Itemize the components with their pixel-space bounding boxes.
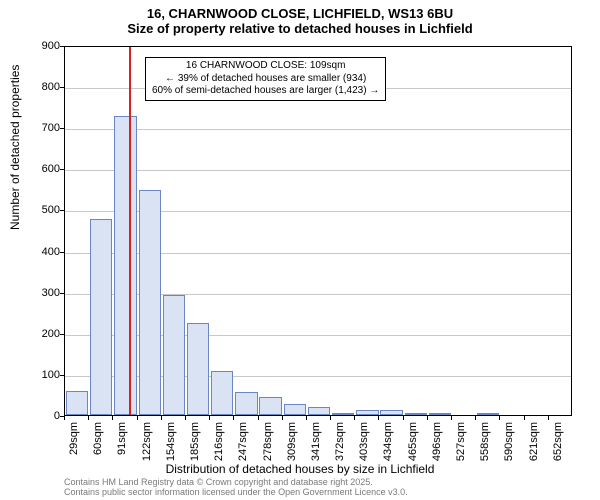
x-tick-label: 247sqm (237, 422, 249, 461)
x-axis-title: Distribution of detached houses by size … (0, 462, 600, 476)
x-tick-label: 465sqm (407, 422, 419, 461)
histogram-bar (114, 116, 136, 415)
x-tick-mark (64, 416, 65, 420)
chart-title-block: 16, CHARNWOOD CLOSE, LICHFIELD, WS13 6BU… (0, 0, 600, 36)
x-tick-mark (258, 416, 259, 420)
plot-inner: 16 CHARNWOOD CLOSE: 109sqm← 39% of detac… (65, 47, 571, 415)
y-tick-label: 600 (28, 163, 60, 175)
x-tick-label: 403sqm (358, 422, 370, 461)
gridline (65, 129, 571, 130)
title-line1: 16, CHARNWOOD CLOSE, LICHFIELD, WS13 6BU (0, 6, 600, 21)
y-tick-label: 500 (28, 204, 60, 216)
histogram-bar (380, 410, 402, 415)
x-tick-mark (475, 416, 476, 420)
x-tick-label: 496sqm (431, 422, 443, 461)
x-tick-mark (451, 416, 452, 420)
histogram-bar (139, 190, 161, 415)
histogram-bar (90, 219, 112, 416)
y-tick-label: 700 (28, 122, 60, 134)
x-tick-mark (524, 416, 525, 420)
x-tick-mark (185, 416, 186, 420)
x-tick-label: 154sqm (165, 422, 177, 461)
gridline (65, 170, 571, 171)
x-tick-mark (88, 416, 89, 420)
histogram-bar (211, 371, 233, 415)
x-tick-label: 558sqm (479, 422, 491, 461)
x-tick-mark (330, 416, 331, 420)
x-tick-label: 91sqm (116, 422, 128, 455)
x-tick-mark (161, 416, 162, 420)
x-tick-label: 590sqm (503, 422, 515, 461)
x-tick-label: 341sqm (310, 422, 322, 461)
x-tick-label: 372sqm (334, 422, 346, 461)
y-tick-label: 900 (28, 40, 60, 52)
y-tick-label: 400 (28, 246, 60, 258)
histogram-bar (259, 397, 281, 416)
histogram-bar (284, 404, 306, 415)
histogram-bar (235, 392, 257, 415)
annotation-box: 16 CHARNWOOD CLOSE: 109sqm← 39% of detac… (145, 57, 386, 101)
histogram-bar (163, 295, 185, 415)
annotation-line1: 16 CHARNWOOD CLOSE: 109sqm (152, 60, 379, 73)
histogram-bar (356, 410, 378, 415)
x-tick-mark (378, 416, 379, 420)
footer-line2: Contains public sector information licen… (64, 488, 408, 498)
x-tick-label: 60sqm (92, 422, 104, 455)
x-tick-label: 621sqm (528, 422, 540, 461)
x-tick-mark (354, 416, 355, 420)
x-tick-mark (306, 416, 307, 420)
y-tick-label: 800 (28, 81, 60, 93)
x-tick-mark (282, 416, 283, 420)
y-axis-title: Number of detached properties (8, 65, 22, 230)
x-tick-label: 309sqm (286, 422, 298, 461)
x-tick-mark (233, 416, 234, 420)
x-tick-mark (403, 416, 404, 420)
histogram-bar (405, 413, 427, 415)
y-tick-label: 200 (28, 328, 60, 340)
marker-line (129, 47, 131, 415)
title-line2: Size of property relative to detached ho… (0, 21, 600, 36)
x-tick-label: 29sqm (68, 422, 80, 455)
annotation-line2: ← 39% of detached houses are smaller (93… (152, 73, 379, 86)
x-tick-mark (209, 416, 210, 420)
footer-attribution: Contains HM Land Registry data © Crown c… (64, 478, 408, 498)
histogram-bar (477, 413, 499, 415)
x-tick-mark (427, 416, 428, 420)
histogram-bar (429, 413, 451, 415)
x-tick-label: 652sqm (552, 422, 564, 461)
x-tick-label: 278sqm (262, 422, 274, 461)
plot-area: 16 CHARNWOOD CLOSE: 109sqm← 39% of detac… (64, 46, 572, 416)
x-tick-mark (112, 416, 113, 420)
x-tick-mark (137, 416, 138, 420)
histogram-bar (332, 413, 354, 415)
x-tick-mark (499, 416, 500, 420)
y-tick-label: 300 (28, 287, 60, 299)
histogram-bar (187, 323, 209, 415)
y-tick-label: 100 (28, 369, 60, 381)
x-tick-label: 216sqm (213, 422, 225, 461)
x-tick-label: 527sqm (455, 422, 467, 461)
x-tick-label: 122sqm (141, 422, 153, 461)
x-tick-label: 434sqm (382, 422, 394, 461)
x-tick-mark (548, 416, 549, 420)
histogram-bar (308, 407, 330, 415)
x-tick-label: 185sqm (189, 422, 201, 461)
histogram-bar (66, 391, 88, 415)
y-tick-label: 0 (28, 410, 60, 422)
annotation-line3: 60% of semi-detached houses are larger (… (152, 85, 379, 98)
